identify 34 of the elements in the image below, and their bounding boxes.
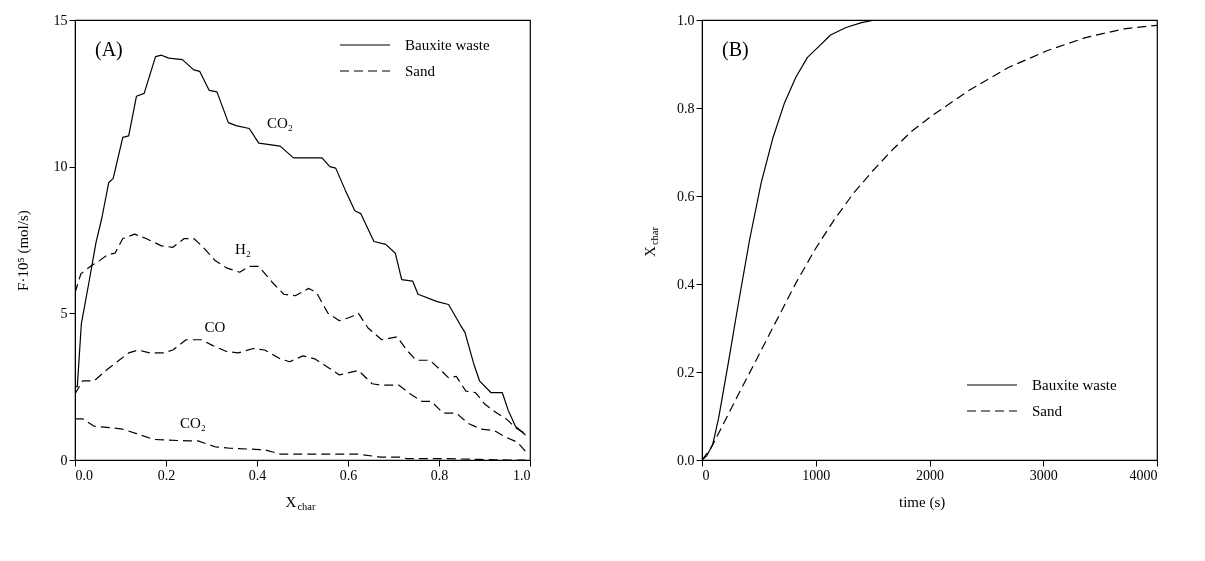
y-axis-title: F·10⁵ (mol/s) <box>15 210 32 291</box>
y-tick-label: 0.8 <box>677 100 695 116</box>
legend-label: Sand <box>1032 403 1063 419</box>
x-tick-label: 0.0 <box>75 467 93 483</box>
y-tick-label: 0.0 <box>677 452 695 468</box>
annotation: H₂ <box>234 241 252 257</box>
x-axis-title: time (s) <box>899 494 946 511</box>
x-tick-label: 3000 <box>1029 467 1058 483</box>
x-tick-label: 0.2 <box>157 467 176 483</box>
y-tick-label: 15 <box>53 12 68 28</box>
x-tick-label: 1000 <box>802 467 831 483</box>
legend-label: Sand <box>405 63 436 79</box>
annotation: (A) <box>95 38 123 61</box>
y-tick-label: 5 <box>60 305 68 321</box>
x-tick-label: 4000 <box>1129 467 1158 483</box>
x-tick-label: 0.6 <box>339 467 358 483</box>
y-tick-label: 10 <box>53 159 68 175</box>
y-tick-label: 0.4 <box>677 276 695 292</box>
y-axis-title: Xchar <box>642 226 660 257</box>
x-tick-label: 1.0 <box>513 467 531 483</box>
annotation: CO₂ <box>179 415 207 431</box>
y-tick-label: 0.2 <box>677 364 695 380</box>
legend-label: Bauxite waste <box>405 37 490 53</box>
x-tick-label: 0.4 <box>248 467 267 483</box>
y-tick-label: 0 <box>60 452 68 468</box>
x-tick-label: 2000 <box>916 467 944 483</box>
y-tick-label: 1.0 <box>677 12 695 28</box>
y-tick-label: 0.6 <box>677 188 695 204</box>
x-tick-label: 0 <box>702 467 710 483</box>
annotation: (B) <box>722 38 749 61</box>
annotation: CO₂ <box>266 115 294 131</box>
annotation: CO <box>204 319 226 335</box>
legend-label: Bauxite waste <box>1032 377 1117 393</box>
x-tick-label: 0.8 <box>430 467 449 483</box>
